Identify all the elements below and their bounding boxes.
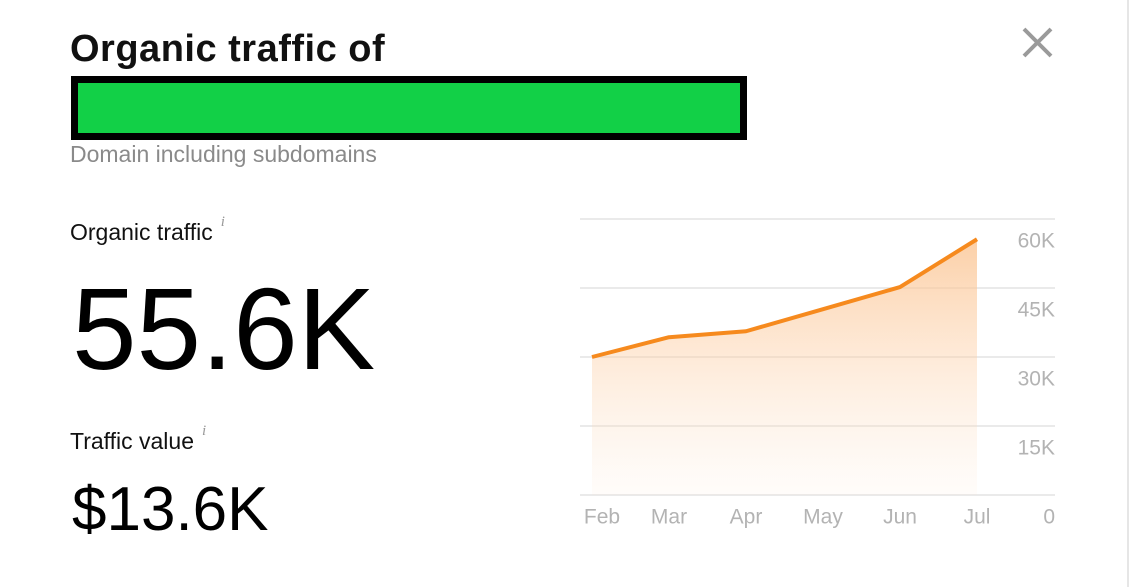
y-tick-label: 60K	[1018, 230, 1055, 253]
x-tick-label: Jul	[964, 506, 991, 529]
metric-label: Organic traffic i	[70, 214, 225, 246]
y-tick-label: 30K	[1018, 368, 1055, 391]
metric-value: $13.6K	[72, 475, 269, 544]
metric-label-text: Traffic value	[70, 428, 194, 454]
area-fill	[592, 239, 977, 495]
metric-value: 55.6K	[72, 264, 376, 394]
y-tick-label: 45K	[1018, 299, 1055, 322]
x-tick-label: May	[803, 506, 843, 529]
info-icon[interactable]: i	[220, 214, 225, 230]
x-tick-label: Jun	[883, 506, 917, 529]
x-tick-label: Feb	[584, 506, 620, 529]
title: Organic traffic of	[70, 28, 386, 70]
y-tick-label: 15K	[1018, 437, 1055, 460]
close-button[interactable]	[1022, 27, 1053, 58]
redaction	[71, 76, 747, 140]
y-tick-label: 0	[1043, 506, 1055, 529]
line	[591, 237, 979, 359]
metric-label-text: Organic traffic	[70, 219, 213, 245]
info-icon[interactable]: i	[202, 423, 207, 439]
subtitle: Domain including subdomains	[70, 141, 377, 167]
metric-label: Traffic value i	[70, 423, 206, 455]
x-tick-label: Apr	[730, 506, 763, 529]
scrollbar	[1127, 0, 1129, 587]
x-tick-label: Mar	[651, 506, 687, 529]
